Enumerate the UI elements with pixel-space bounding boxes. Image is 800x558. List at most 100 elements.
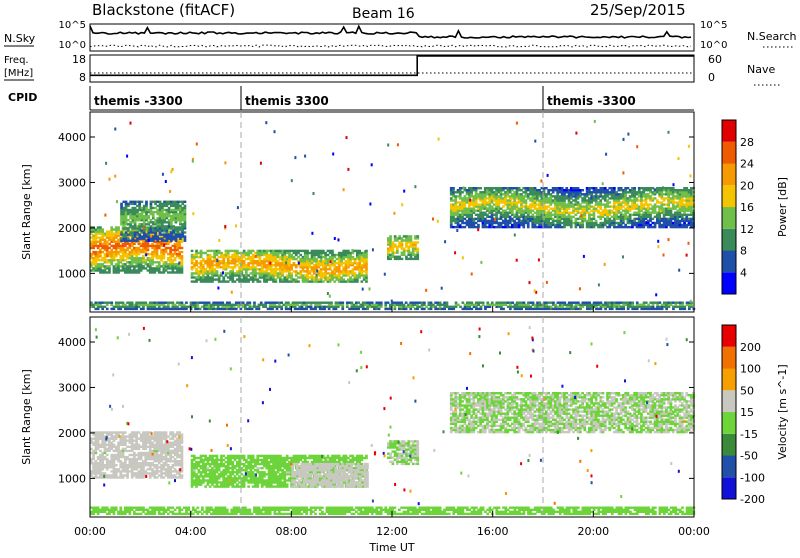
power-cell: [670, 302, 673, 304]
power-cell: [120, 233, 123, 235]
power-cell: [421, 308, 424, 310]
power-cell: [593, 304, 596, 306]
power-cell: [290, 256, 293, 258]
power-cell: [122, 243, 125, 245]
power-cell: [213, 268, 216, 270]
power-cell: [663, 226, 666, 228]
power-cell: [668, 131, 670, 134]
power-cell: [667, 214, 670, 216]
power-cell: [475, 304, 478, 306]
power-cell: [213, 256, 216, 258]
power-cell: [642, 203, 645, 205]
power-cell: [563, 189, 566, 191]
nsearch-label: N.Search: [747, 30, 797, 43]
power-cell: [561, 304, 564, 306]
power-cell: [618, 195, 621, 197]
power-cell: [653, 207, 655, 210]
power-cell: [219, 304, 222, 306]
power-cell: [234, 266, 237, 268]
power-cell: [482, 304, 485, 306]
power-cell: [212, 302, 215, 304]
power-cell: [145, 215, 148, 217]
power-cell: [685, 226, 688, 228]
power-cell: [152, 207, 155, 209]
power-cell: [659, 308, 662, 310]
power-cell: [130, 122, 132, 125]
power-cell: [545, 193, 548, 195]
power-cell: [457, 304, 460, 306]
power-cell: [200, 250, 203, 252]
power-cell: [645, 221, 647, 224]
power-cell: [329, 252, 332, 254]
power-cell: [611, 210, 614, 212]
freq-left-tick-top: 18: [72, 53, 86, 66]
power-cell: [634, 306, 637, 308]
power-cell: [187, 306, 190, 308]
power-cell: [170, 225, 173, 227]
power-cell: [113, 247, 116, 249]
power-cell: [177, 201, 180, 203]
power-cell: [181, 269, 184, 271]
power-cell: [618, 187, 621, 189]
power-cell: [265, 252, 268, 254]
power-cell: [349, 278, 352, 280]
power-cell: [263, 260, 266, 262]
power-cell: [167, 253, 170, 255]
power-cell: [452, 214, 455, 216]
power-cell: [556, 203, 559, 205]
power-cell: [507, 220, 510, 222]
power-cell: [321, 302, 324, 304]
power-cell: [403, 190, 405, 193]
power-cell: [152, 238, 155, 240]
power-cell: [284, 266, 287, 268]
power-cell: [538, 208, 541, 210]
power-cell: [678, 269, 680, 272]
power-cell: [247, 252, 250, 254]
power-cell: [141, 207, 144, 209]
power-cell: [247, 250, 250, 252]
power-cell: [543, 308, 546, 310]
power-cell: [245, 274, 248, 276]
power-cell: [602, 304, 605, 306]
power-cell: [511, 302, 514, 304]
power-cell: [251, 308, 254, 310]
power-cell: [113, 265, 116, 267]
power-cell: [559, 218, 562, 220]
power-cell: [249, 302, 252, 304]
power-cell: [416, 235, 419, 237]
power-cell: [410, 235, 413, 237]
power-cell: [600, 308, 603, 310]
power-cell: [615, 191, 618, 193]
power-cell: [95, 261, 98, 263]
power-cell: [149, 245, 152, 247]
power-cell: [120, 231, 123, 233]
power-cell: [133, 243, 136, 245]
power-cell: [265, 264, 268, 266]
power-cell: [443, 304, 446, 306]
power-cell: [301, 304, 304, 306]
power-cell: [631, 226, 634, 228]
power-cell: [502, 308, 505, 310]
power-cell: [462, 256, 464, 259]
power-cell: [356, 252, 359, 254]
power-cell: [552, 218, 555, 220]
power-cell: [604, 214, 607, 216]
power-cell: [290, 278, 293, 280]
power-cell: [138, 203, 141, 205]
power-cell: [657, 240, 659, 243]
power-cell: [588, 226, 591, 228]
power-cell: [688, 145, 690, 148]
power-cell: [466, 304, 469, 306]
power-cell: [416, 248, 419, 250]
power-cell: [184, 238, 187, 240]
power-cell: [685, 199, 688, 201]
power-cell: [243, 260, 246, 262]
power-cell: [206, 304, 209, 306]
power-cell: [622, 210, 625, 212]
power-cell: [640, 208, 643, 210]
power-cell: [437, 302, 440, 304]
power-cell: [125, 238, 128, 240]
power-cell: [322, 272, 325, 274]
power-cell: [600, 304, 603, 306]
